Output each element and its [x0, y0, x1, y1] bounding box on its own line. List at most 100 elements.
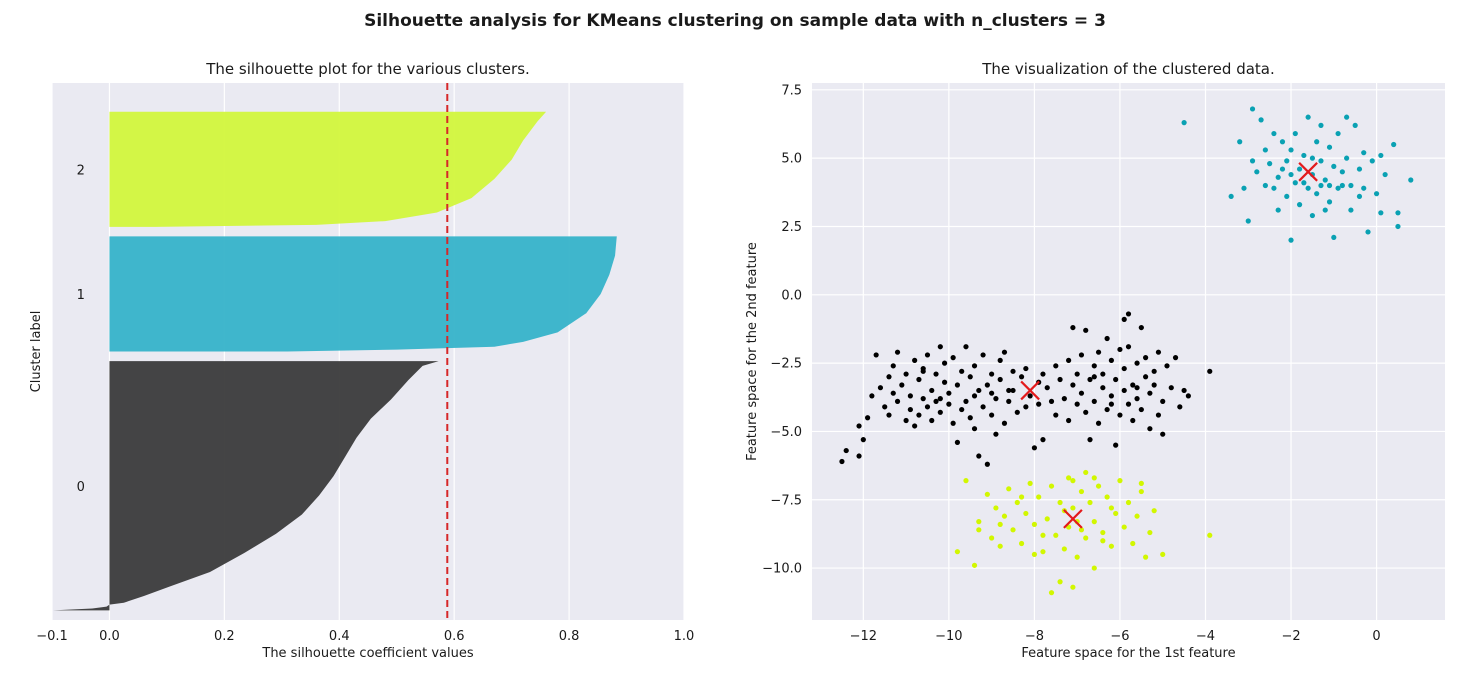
scatter-point-cluster-1 — [1352, 122, 1358, 128]
scatter-point-cluster-2 — [1066, 475, 1072, 481]
scatter-point-cluster-1 — [1314, 139, 1320, 145]
scatter-point-cluster-2 — [1001, 513, 1008, 519]
scatter-point-cluster-0 — [959, 406, 965, 413]
scatter-point-cluster-0 — [1121, 387, 1127, 394]
scatter-point-cluster-0 — [1040, 371, 1046, 377]
scatter-point-cluster-0 — [1138, 406, 1144, 413]
scatter-point-cluster-0 — [1147, 426, 1153, 432]
scatter-point-cluster-0 — [894, 349, 901, 355]
scatter-point-cluster-0 — [1134, 385, 1140, 391]
scatter-point-cluster-0 — [1066, 417, 1072, 424]
silhouette-y-axis-label: Cluster label — [29, 311, 44, 393]
scatter-x-tick-label: −10 — [935, 629, 962, 644]
scatter-point-cluster-2 — [1100, 529, 1106, 536]
scatter-y-tick-label: 2.5 — [781, 220, 802, 235]
scatter-point-cluster-0 — [1134, 396, 1140, 402]
scatter-point-cluster-0 — [1113, 376, 1119, 383]
scatter-y-axis-label: Feature space for the 2nd feature — [745, 242, 760, 461]
scatter-point-cluster-0 — [903, 371, 909, 377]
scatter-point-cluster-2 — [1070, 478, 1076, 484]
scatter-point-cluster-0 — [989, 390, 995, 396]
scatter-point-cluster-0 — [933, 371, 939, 377]
scatter-point-cluster-0 — [971, 426, 978, 432]
scatter-point-cluster-0 — [971, 363, 978, 369]
scatter-point-cluster-1 — [1326, 199, 1333, 205]
scatter-y-tick-label: −7.5 — [770, 493, 802, 508]
scatter-y-tick-label: 7.5 — [781, 83, 802, 98]
scatter-point-cluster-1 — [1275, 207, 1281, 213]
scatter-point-cluster-1 — [1369, 158, 1375, 164]
scatter-point-cluster-2 — [1040, 549, 1046, 555]
scatter-point-cluster-0 — [929, 387, 935, 394]
silhouette-fill-cluster-0 — [53, 361, 439, 611]
scatter-point-cluster-2 — [1091, 565, 1097, 571]
scatter-point-cluster-0 — [1006, 398, 1012, 404]
scatter-point-cluster-0 — [1091, 363, 1097, 369]
scatter-point-cluster-1 — [1254, 169, 1260, 175]
scatter-point-cluster-1 — [1305, 114, 1311, 120]
scatter-point-cluster-2 — [1151, 508, 1157, 514]
scatter-point-cluster-1 — [1288, 237, 1294, 243]
scatter-point-cluster-0 — [1070, 324, 1076, 331]
scatter-point-cluster-0 — [997, 357, 1003, 363]
scatter-point-cluster-2 — [1018, 540, 1025, 547]
cluster-centers — [1020, 162, 1318, 529]
scatter-point-cluster-0 — [860, 437, 866, 443]
scatter-point-cluster-0 — [937, 396, 943, 402]
scatter-point-cluster-0 — [912, 357, 918, 363]
scatter-point-cluster-0 — [907, 393, 913, 399]
scatter-point-cluster-0 — [877, 385, 884, 391]
scatter-point-cluster-0 — [1040, 437, 1046, 443]
scatter-point-cluster-1 — [1249, 106, 1256, 112]
scatter-point-cluster-1 — [1301, 180, 1307, 186]
scatter-point-cluster-2 — [1027, 480, 1033, 486]
scatter-point-cluster-2 — [1091, 519, 1097, 525]
scatter-point-cluster-1 — [1339, 169, 1345, 175]
scatter-point-cluster-2 — [963, 478, 969, 484]
scatter-point-cluster-0 — [1087, 437, 1093, 443]
scatter-point-cluster-1 — [1309, 212, 1316, 219]
scatter-point-cluster-0 — [1108, 357, 1114, 363]
scatter-point-cluster-0 — [1001, 349, 1008, 355]
scatter-point-cluster-0 — [1104, 406, 1110, 413]
cluster-center-0 — [1020, 380, 1040, 401]
scatter-point-cluster-0 — [1091, 398, 1097, 404]
cluster-center-stroke — [1020, 380, 1040, 401]
scatter-point-cluster-2 — [976, 519, 982, 525]
scatter-point-cluster-1 — [1408, 177, 1414, 183]
scatter-point-cluster-2 — [1044, 516, 1050, 522]
scatter-point-cluster-1 — [1318, 122, 1324, 128]
scatter-point-cluster-2 — [1087, 499, 1093, 506]
figure-suptitle: Silhouette analysis for KMeans clusterin… — [364, 11, 1106, 31]
scatter-point-cluster-2 — [971, 562, 978, 568]
cluster-center-1 — [1298, 162, 1318, 182]
scatter-point-cluster-0 — [937, 344, 943, 350]
scatter-point-cluster-0 — [899, 382, 905, 388]
scatter-point-cluster-0 — [1006, 387, 1012, 394]
scatter-point-cluster-1 — [1322, 207, 1328, 213]
scatter-point-cluster-0 — [843, 447, 849, 454]
scatter-point-cluster-0 — [1117, 346, 1123, 353]
scatter-point-cluster-0 — [839, 458, 845, 465]
scatter-point-cluster-2 — [1078, 527, 1085, 533]
scatter-point-cluster-2 — [1023, 510, 1029, 517]
scatter-point-cluster-0 — [865, 415, 871, 421]
scatter-point-cluster-0 — [1010, 387, 1016, 394]
silhouette-axes: 0 1 2 −0.1 0.0 0.2 0.4 0.6 0.8 1.0 The silhouett… — [29, 60, 694, 661]
scatter-point-cluster-1 — [1378, 210, 1384, 216]
scatter-point-cluster-0 — [941, 360, 948, 366]
scatter-point-cluster-2 — [1070, 505, 1076, 511]
scatter-point-cluster-0 — [1023, 404, 1029, 410]
scatter-axes: −12 −10 −8 −6 −4 −2 0 7.5 5.0 2.5 0.0 −2.5 −5.0 −7.5… — [745, 60, 1445, 661]
scatter-point-cluster-0 — [1078, 352, 1085, 358]
scatter-point-cluster-0 — [856, 453, 862, 459]
scatter-point-cluster-1 — [1292, 130, 1298, 137]
scatter-point-cluster-1 — [1344, 155, 1350, 161]
scatter-point-cluster-0 — [1160, 398, 1166, 404]
scatter-point-cluster-0 — [937, 409, 943, 415]
scatter-point-cluster-0 — [1164, 363, 1170, 369]
scatter-point-cluster-1 — [1301, 152, 1307, 159]
scatter-point-cluster-2 — [1018, 494, 1025, 500]
scatter-point-cluster-0 — [1014, 409, 1020, 415]
